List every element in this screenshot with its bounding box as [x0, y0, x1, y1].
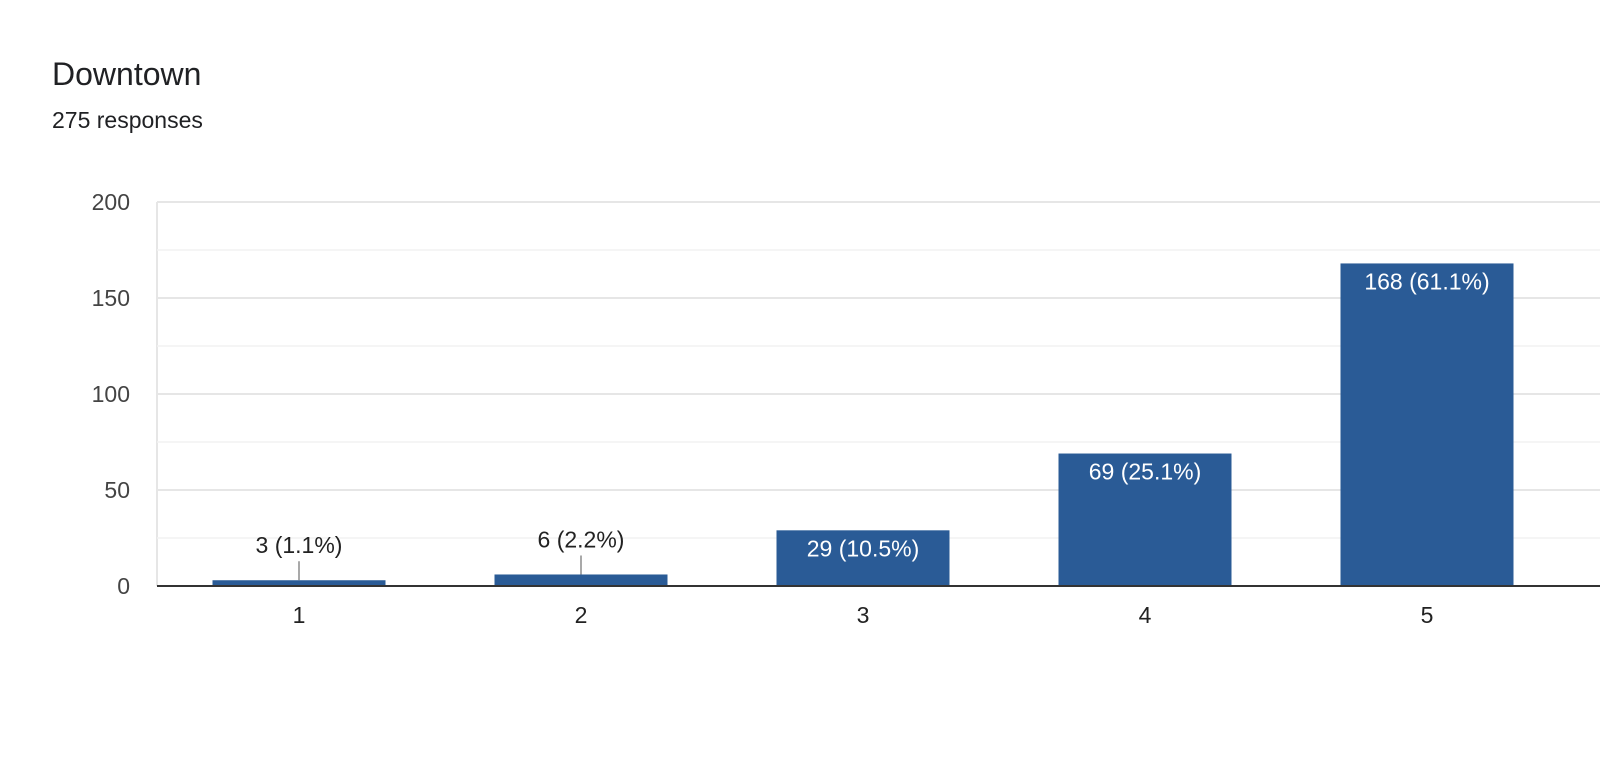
data-labels: 3 (1.1%) 6 (2.2%) 29 (10.5%) 69 (25.1%) 168 … — [256, 268, 1490, 581]
bar-2 — [494, 574, 668, 586]
y-tick-label: 200 — [92, 189, 130, 215]
x-tick-label: 2 — [575, 602, 588, 628]
data-label: 168 (61.1%) — [1364, 268, 1489, 294]
y-tick-label: 0 — [117, 573, 130, 599]
x-axis-ticks: 1 2 3 4 5 — [293, 602, 1434, 628]
y-axis-ticks: 0 50 100 150 200 — [92, 189, 130, 599]
bar-4 — [1058, 453, 1232, 586]
bar-1 — [212, 580, 386, 586]
chart-title: Downtown — [52, 56, 202, 92]
bars — [212, 263, 1514, 586]
response-count: 275 responses — [52, 107, 203, 133]
data-label: 69 (25.1%) — [1089, 459, 1202, 485]
y-tick-label: 150 — [92, 285, 130, 311]
x-tick-label: 4 — [1139, 602, 1152, 628]
bar-3 — [776, 530, 950, 586]
bar-5 — [1340, 263, 1514, 586]
data-label: 6 (2.2%) — [538, 526, 625, 552]
x-tick-label: 3 — [857, 602, 870, 628]
x-tick-label: 1 — [293, 602, 306, 628]
y-tick-label: 50 — [104, 477, 130, 503]
data-label: 29 (10.5%) — [807, 535, 920, 561]
x-tick-label: 5 — [1421, 602, 1434, 628]
data-label: 3 (1.1%) — [256, 532, 343, 558]
y-tick-label: 100 — [92, 381, 130, 407]
